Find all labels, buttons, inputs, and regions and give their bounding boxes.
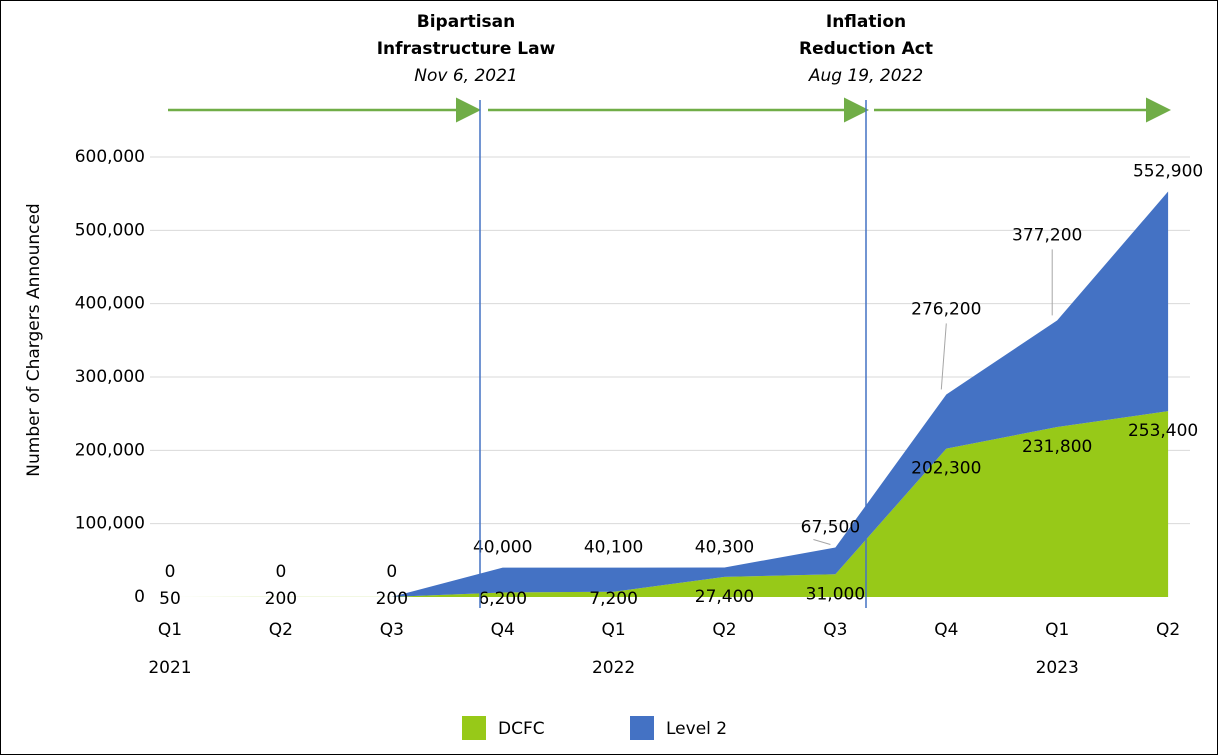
data-label: 200 (376, 589, 408, 609)
data-label: 231,800 (1022, 437, 1092, 457)
y-tick-label: 500,000 (75, 220, 145, 240)
y-axis-label: Number of Chargers Announced (24, 203, 44, 476)
data-label: 253,400 (1128, 421, 1198, 441)
event-title: Inflation (826, 12, 906, 32)
event-title: Infrastructure Law (377, 39, 556, 59)
data-label: 50 (159, 589, 181, 609)
x-tick-label: Q4 (934, 620, 958, 640)
leader-line (813, 539, 831, 545)
legend-label: DCFC (498, 719, 545, 739)
legend-swatch (630, 716, 654, 740)
y-tick-label: 300,000 (75, 367, 145, 387)
x-tick-label: Q3 (823, 620, 847, 640)
legend-swatch (462, 716, 486, 740)
x-tick-label: Q1 (1045, 620, 1069, 640)
total-label: 67,500 (801, 518, 860, 538)
x-tick-label: Q1 (601, 620, 625, 640)
event-date: Aug 19, 2022 (808, 66, 923, 86)
data-label: 31,000 (806, 584, 865, 604)
total-label: 552,900 (1133, 162, 1203, 182)
total-label: 40,300 (695, 537, 754, 557)
y-tick-label: 400,000 (75, 294, 145, 314)
event-title: Reduction Act (799, 39, 933, 59)
data-label: 27,400 (695, 587, 754, 607)
total-label: 0 (275, 562, 286, 582)
total-label: 276,200 (911, 299, 981, 319)
total-label: 40,100 (584, 538, 643, 558)
x-tick-label: Q1 (158, 620, 182, 640)
data-label: 7,200 (589, 589, 638, 609)
total-label: 0 (165, 562, 176, 582)
total-label: 40,000 (473, 538, 532, 558)
year-label: 2022 (592, 658, 635, 678)
x-tick-label: Q2 (1156, 620, 1180, 640)
x-tick-label: Q4 (491, 620, 515, 640)
year-label: 2021 (148, 658, 191, 678)
data-label: 202,300 (911, 459, 981, 479)
y-tick-label: 200,000 (75, 440, 145, 460)
data-label: 200 (265, 589, 297, 609)
total-label: 377,200 (1012, 225, 1082, 245)
data-label: 6,200 (478, 589, 527, 609)
total-label: 0 (386, 562, 397, 582)
x-tick-label: Q3 (380, 620, 404, 640)
x-tick-label: Q2 (712, 620, 736, 640)
event-title: Bipartisan (417, 12, 515, 32)
area (170, 191, 1169, 597)
legend-label: Level 2 (666, 719, 727, 739)
area (170, 411, 1169, 597)
y-tick-label: 100,000 (75, 514, 145, 534)
y-tick-label: 600,000 (75, 147, 145, 167)
y-tick-label: 0 (134, 587, 145, 607)
x-tick-label: Q2 (269, 620, 293, 640)
leader-line (940, 323, 947, 390)
year-label: 2023 (1036, 658, 1079, 678)
event-date: Nov 6, 2021 (414, 66, 517, 86)
